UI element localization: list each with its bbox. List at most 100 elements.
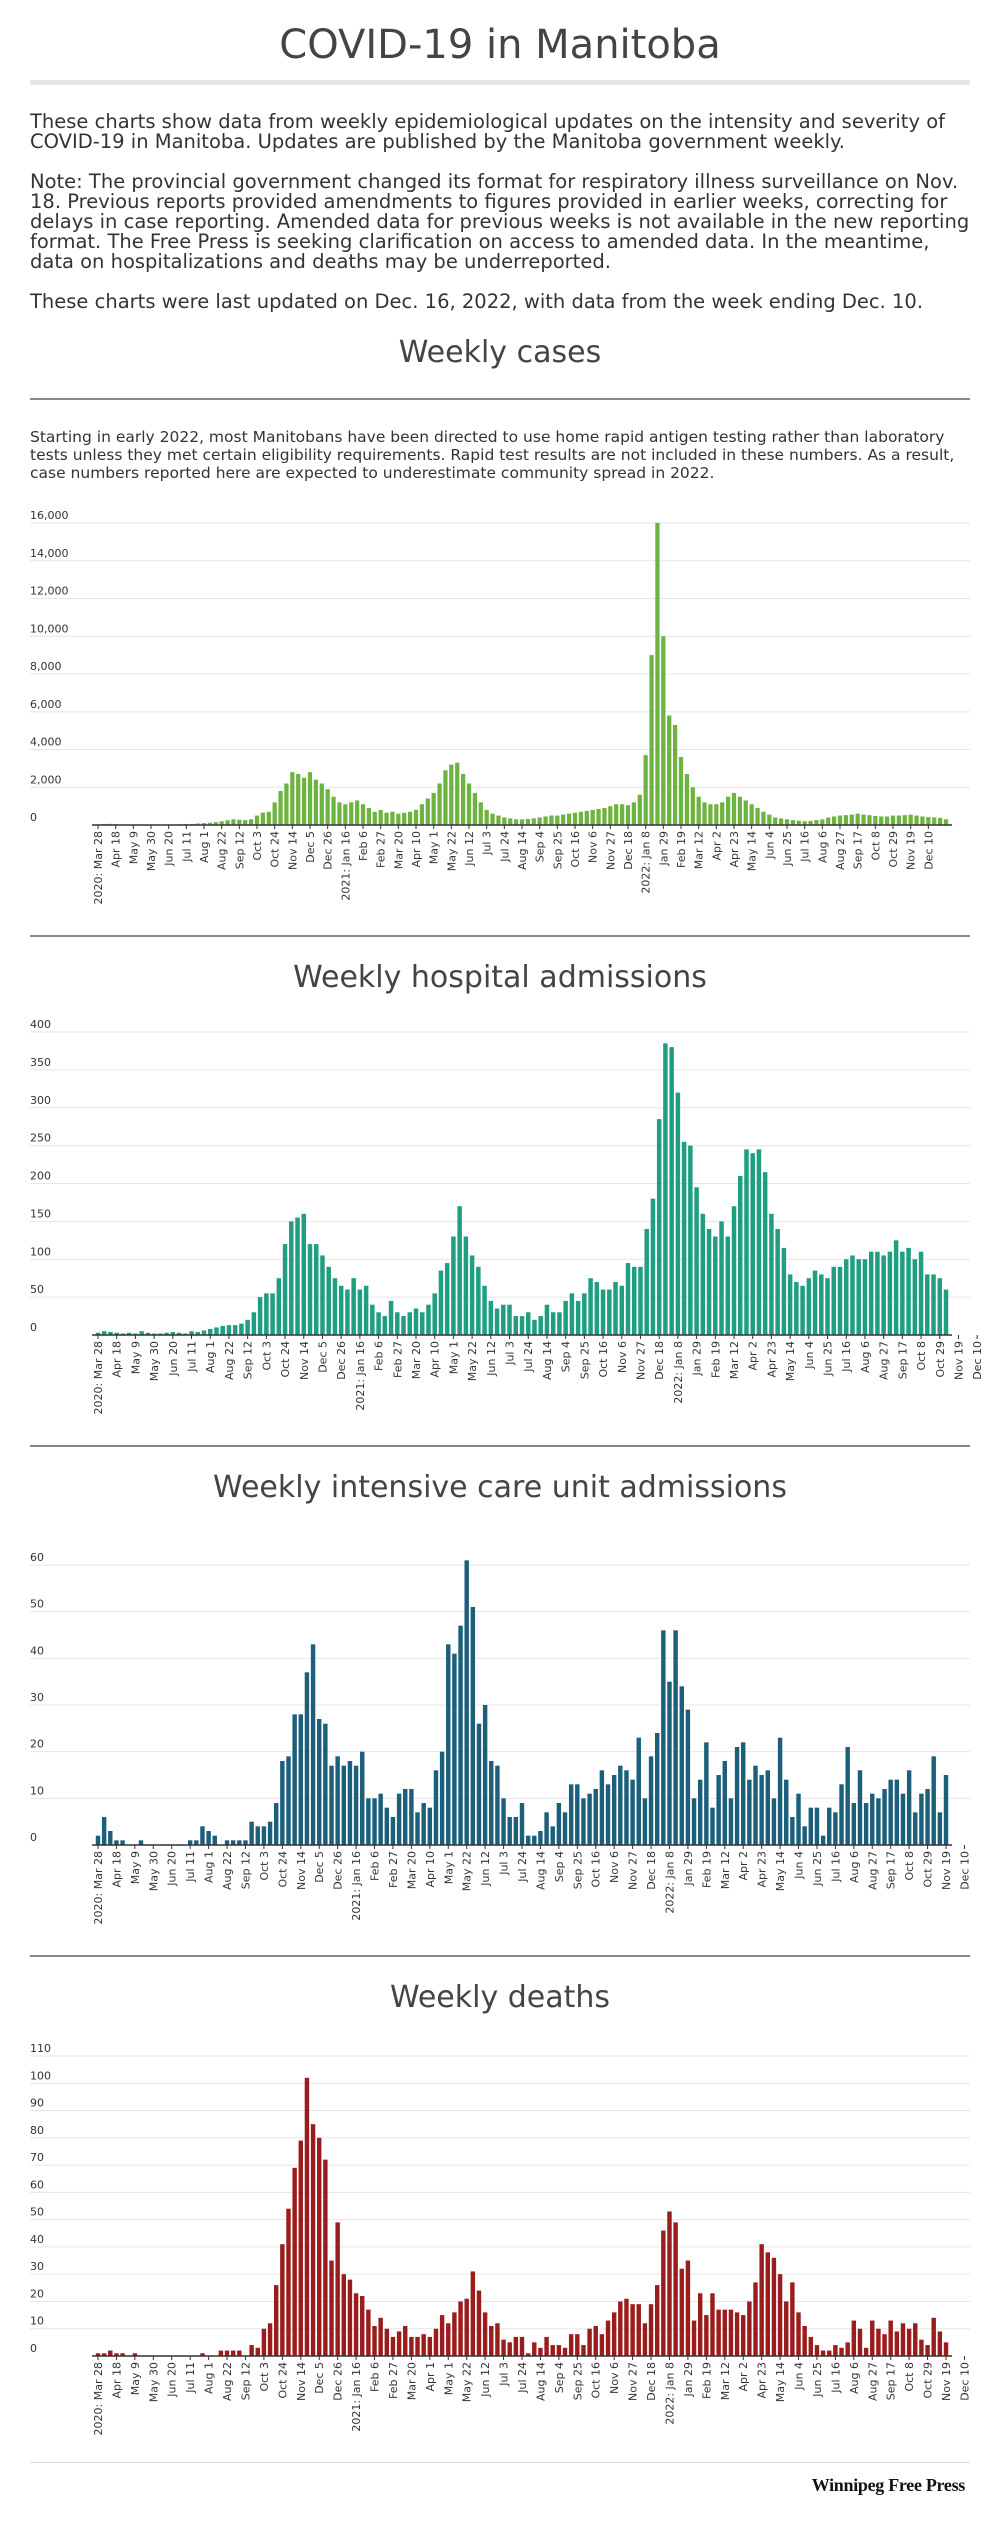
deaths-bar bbox=[808, 2336, 814, 2356]
deaths-x-tick-label: May 9 bbox=[129, 2362, 142, 2395]
cases-bar bbox=[419, 804, 425, 825]
deaths-y-tick-label: 110 bbox=[30, 2042, 51, 2055]
hospital-bar bbox=[675, 1092, 681, 1335]
deaths-bar bbox=[888, 2320, 893, 2356]
cases-bar bbox=[413, 809, 419, 825]
deaths-bar bbox=[132, 2353, 138, 2356]
cases-bar bbox=[725, 796, 731, 825]
cases-bar bbox=[513, 819, 519, 825]
hospital-bar bbox=[114, 1332, 119, 1335]
icu-bar bbox=[747, 1779, 752, 1845]
icu-bar bbox=[230, 1840, 236, 1845]
cases-x-tick-label: Oct 3 bbox=[251, 831, 264, 861]
cases-bar bbox=[425, 798, 430, 825]
hospital-bar bbox=[382, 1316, 388, 1335]
cases-x-tick-label: Dec 18 bbox=[622, 831, 635, 870]
icu-x-tick-label: Jun 4 bbox=[793, 1851, 806, 1880]
hospital-x-tick-label: May 22 bbox=[466, 1341, 479, 1381]
cases-bar bbox=[943, 819, 949, 825]
hospital-bar bbox=[806, 1278, 812, 1335]
hospital-bar bbox=[257, 1297, 263, 1336]
hospital-bar bbox=[488, 1300, 494, 1335]
cases-bar bbox=[720, 802, 725, 825]
deaths-bar bbox=[642, 2323, 648, 2356]
hospital-bar bbox=[120, 1333, 126, 1335]
hospital-bar bbox=[775, 1228, 780, 1335]
hospital-x-tick-label: Aug 27 bbox=[878, 1341, 891, 1380]
hospital-bar bbox=[413, 1308, 419, 1335]
hospital-bar bbox=[245, 1319, 250, 1335]
hospital-bar bbox=[426, 1304, 431, 1335]
hospital-bar bbox=[326, 1266, 331, 1335]
hospital-bar bbox=[613, 1281, 618, 1335]
icu-bar bbox=[673, 1630, 678, 1845]
page-title: COVID-19 in Manitoba bbox=[279, 22, 721, 68]
hospital-bar bbox=[719, 1221, 724, 1336]
deaths-bar bbox=[876, 2328, 881, 2356]
icu-bar bbox=[931, 1756, 936, 1845]
deaths-bar bbox=[857, 2328, 863, 2356]
icu-bar bbox=[532, 1835, 537, 1845]
deaths-x-tick-label: Jul 24 bbox=[516, 2362, 529, 2394]
icu-x-tick-label: Apr 23 bbox=[756, 1851, 769, 1888]
icu-x-tick-label: Oct 8 bbox=[903, 1851, 916, 1881]
hospital-bar bbox=[376, 1312, 381, 1335]
hospital-x-tick-label: Oct 8 bbox=[915, 1341, 928, 1371]
hospital-bar bbox=[525, 1312, 531, 1335]
icu-bar bbox=[906, 1770, 912, 1845]
hospital-bar bbox=[494, 1308, 500, 1335]
deaths-x-tick-label: Aug 14 bbox=[534, 2362, 547, 2401]
cases-bar bbox=[578, 811, 584, 825]
cases-bar bbox=[602, 808, 607, 825]
icu-bar bbox=[458, 1625, 463, 1845]
cases-bar bbox=[614, 804, 619, 825]
hospital-bar bbox=[631, 1266, 637, 1335]
cases-bar bbox=[225, 820, 230, 825]
deaths-bar bbox=[784, 2301, 789, 2356]
deaths-bar bbox=[108, 2350, 113, 2356]
hospital-bar bbox=[893, 1240, 899, 1335]
deaths-bar bbox=[845, 2342, 850, 2356]
cases-bar bbox=[584, 810, 589, 825]
hospital-x-tick-label: Oct 29 bbox=[934, 1341, 947, 1378]
hospital-bar bbox=[195, 1331, 201, 1335]
cases-bar bbox=[690, 787, 695, 825]
intro-paragraph-1: These charts show data from weekly epide… bbox=[30, 110, 945, 153]
hospital-bar bbox=[338, 1285, 344, 1335]
deaths-bar bbox=[519, 2336, 525, 2356]
icu-section-rule bbox=[30, 1445, 970, 1447]
icu-bar bbox=[900, 1793, 906, 1845]
cases-bar bbox=[749, 804, 754, 825]
hospital-x-tick-label: Mar 20 bbox=[410, 1341, 423, 1379]
hospital-bar bbox=[594, 1281, 600, 1335]
icu-bar bbox=[101, 1817, 107, 1845]
icu-bar bbox=[538, 1831, 543, 1845]
deaths-x-tick-label: Dec 26 bbox=[332, 2362, 345, 2401]
hospital-y-tick-label: 300 bbox=[30, 1094, 51, 1107]
cases-bar bbox=[767, 814, 772, 825]
hospital-bar bbox=[444, 1263, 450, 1335]
icu-x-tick-label: Aug 1 bbox=[203, 1851, 216, 1883]
hospital-x-tick-label: Dec 10 bbox=[971, 1341, 984, 1380]
hospital-bar bbox=[401, 1316, 406, 1335]
deaths-bar bbox=[446, 2323, 451, 2356]
icu-bar bbox=[814, 1807, 820, 1845]
cases-x-tick-label: Dec 10 bbox=[922, 831, 935, 870]
icu-bar bbox=[206, 1831, 211, 1845]
deaths-y-tick-label: 40 bbox=[30, 2233, 44, 2246]
cases-x-tick-label: Nov 19 bbox=[905, 831, 918, 870]
icu-bar bbox=[777, 1737, 783, 1845]
hospital-x-tick-label: Dec 26 bbox=[335, 1341, 348, 1380]
cases-bar bbox=[849, 814, 854, 825]
cases-bar bbox=[802, 821, 807, 825]
icu-bar bbox=[372, 1798, 377, 1845]
cases-bar bbox=[484, 809, 489, 825]
icu-bar bbox=[237, 1840, 242, 1845]
icu-x-tick-label: Apr 10 bbox=[424, 1851, 437, 1888]
icu-x-tick-label: 2020: Mar 28 bbox=[92, 1851, 105, 1924]
deaths-bar bbox=[593, 2326, 598, 2356]
icu-bar bbox=[728, 1798, 734, 1845]
cases-x-tick-label: Nov 27 bbox=[604, 831, 617, 870]
hospital-y-tick-label: 50 bbox=[30, 1283, 44, 1296]
deaths-y-tick-label: 0 bbox=[30, 2342, 37, 2355]
